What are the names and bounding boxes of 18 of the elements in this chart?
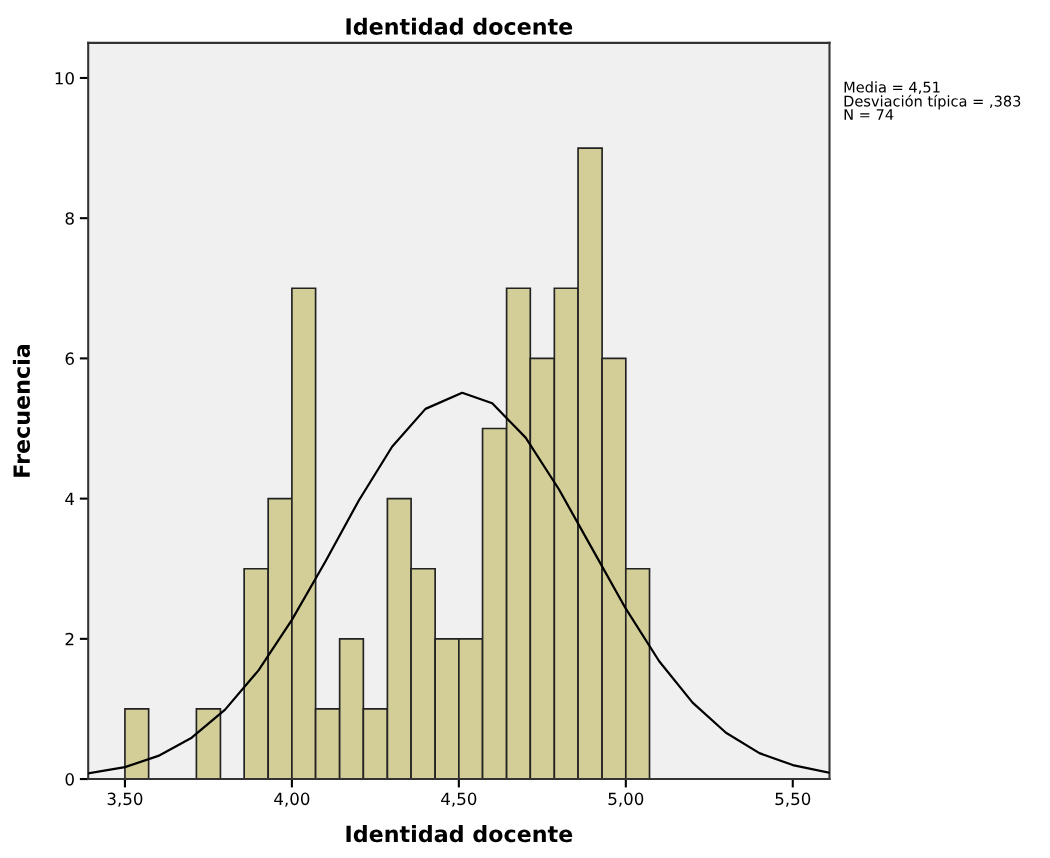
line-series [88,391,830,775]
y-tick-label: 2 [65,632,74,646]
y-tick-label: 10 [55,71,74,85]
y-tick-label: 0 [65,773,74,786]
x-tick-label: 5,00 [608,792,644,807]
text: Media = 4,51 [844,81,940,95]
chart-title: Identidad docente [346,17,573,35]
x-tick-label: 3,50 [107,792,143,807]
y-axis-title: Frecuencia [12,345,31,477]
x-axis-title: Identidad docente [346,825,573,843]
x-tick-label: 4,50 [441,792,477,807]
y-tick-label: 4 [65,492,75,505]
y-tick-label: 6 [65,352,74,365]
text: Desviación típica = ,383 [844,94,1021,110]
x-tick-label: 4,00 [274,792,310,807]
x-tick-label: 5,50 [775,792,811,807]
y-tick-label: 8 [65,212,74,225]
text: N = 74 [844,109,894,120]
